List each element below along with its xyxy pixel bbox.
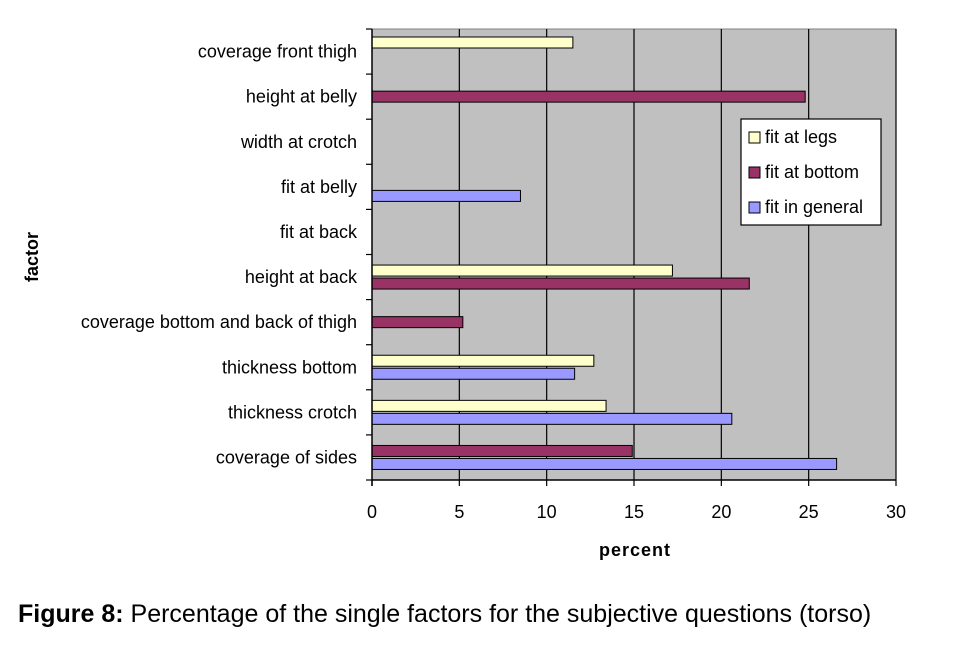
category-label: fit at back	[280, 222, 358, 242]
x-tick-labels: 0 5 10 15 20 25 30	[367, 502, 906, 522]
bar	[371, 367, 576, 380]
x-tick-label: 15	[624, 502, 644, 522]
bar	[371, 444, 633, 457]
x-tick-label: 5	[454, 502, 464, 522]
legend-swatch	[748, 131, 761, 144]
legend-swatch	[748, 166, 761, 179]
category-labels: coverage front thigh height at belly width…	[81, 42, 358, 468]
bar	[371, 189, 521, 202]
category-label: coverage bottom and back of thigh	[81, 312, 357, 332]
x-tick-label: 10	[537, 502, 557, 522]
x-tick-label: 25	[799, 502, 819, 522]
category-label: thickness crotch	[228, 402, 357, 422]
bar	[371, 412, 733, 425]
bar	[371, 457, 838, 470]
category-label: thickness bottom	[222, 357, 357, 377]
legend-label: fit at bottom	[765, 162, 859, 182]
x-tick-label: 30	[886, 502, 906, 522]
caption-text: Percentage of the single factors for the…	[123, 600, 872, 628]
legend: fit at legs fit at bottom fit in general	[740, 118, 882, 226]
bar	[371, 316, 464, 329]
bar	[371, 354, 595, 367]
bar	[371, 277, 750, 290]
bar	[371, 399, 607, 412]
x-axis-label: percent	[599, 540, 671, 560]
category-label: height at back	[245, 267, 358, 287]
legend-label: fit at legs	[765, 127, 837, 147]
bar	[371, 264, 673, 277]
category-label: width at crotch	[240, 132, 357, 152]
category-label: coverage front thigh	[198, 42, 357, 62]
x-tick-label: 20	[711, 502, 731, 522]
category-label: height at belly	[246, 87, 357, 107]
legend-swatch	[748, 201, 761, 214]
y-axis-label: factor	[22, 232, 42, 282]
bar	[371, 90, 806, 103]
bar-chart: coverage front thigh height at belly width…	[22, 28, 906, 560]
category-label: fit at belly	[281, 177, 357, 197]
category-label: coverage of sides	[216, 447, 357, 467]
caption-label: Figure 8:	[18, 600, 124, 628]
legend-label: fit in general	[765, 197, 863, 217]
axes	[366, 28, 897, 486]
figure-caption: Figure 8: Percentage of the single facto…	[18, 600, 871, 629]
x-tick-label: 0	[367, 502, 377, 522]
legend-box	[740, 118, 882, 226]
bar	[371, 36, 574, 49]
